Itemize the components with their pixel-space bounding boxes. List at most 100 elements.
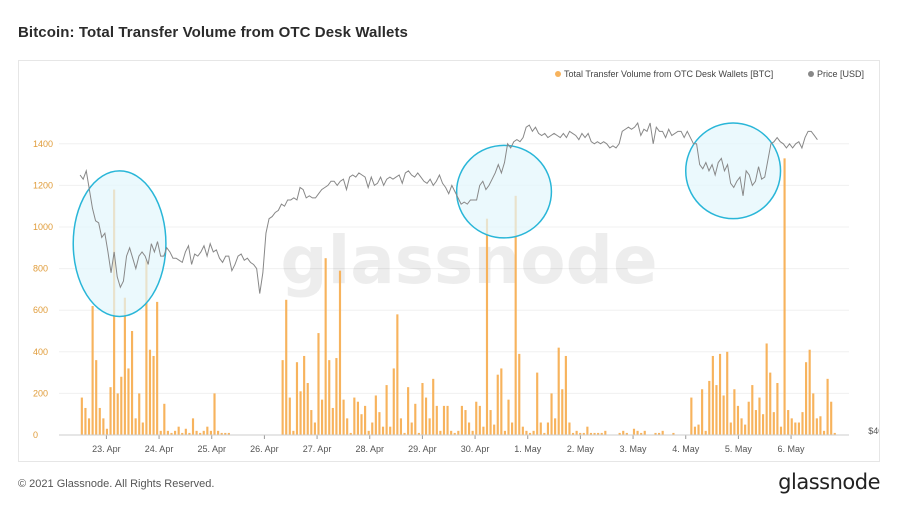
volume-bar: [191, 418, 195, 435]
volume-bar: [690, 397, 693, 435]
copyright-text: © 2021 Glassnode. All Rights Reserved.: [18, 478, 215, 490]
y-tick-label: 800: [33, 264, 48, 274]
volume-bar: [819, 416, 822, 435]
x-tick-label: 29. Apr: [408, 444, 437, 454]
volume-bar: [464, 410, 467, 435]
volume-bar: [808, 349, 811, 435]
volume-bar: [568, 422, 571, 435]
volume-bar: [321, 399, 324, 435]
volume-bar: [701, 389, 704, 435]
volume-bar: [331, 407, 334, 435]
volume-bar: [543, 432, 546, 435]
volume-bar: [475, 401, 478, 435]
volume-bar: [435, 405, 438, 435]
volume-bar: [805, 362, 808, 435]
volume-bar: [364, 405, 367, 435]
y-tick-label: 1000: [33, 222, 53, 232]
chart-title: Bitcoin: Total Transfer Volume from OTC …: [18, 24, 408, 41]
volume-bar: [202, 430, 205, 435]
volume-bar: [787, 410, 790, 435]
x-tick-label: 28. Apr: [355, 444, 384, 454]
y-tick-label: 600: [33, 305, 48, 315]
y-tick-label: 200: [33, 388, 48, 398]
volume-bar: [754, 410, 757, 435]
volume-bar: [127, 368, 130, 435]
volume-bar: [579, 432, 582, 435]
volume-bar: [643, 430, 646, 435]
volume-bar: [532, 430, 535, 435]
volume-bar: [833, 432, 836, 435]
volume-bar: [396, 314, 399, 435]
volume-bar: [726, 351, 729, 435]
volume-bar: [776, 383, 779, 435]
volume-bar: [622, 430, 625, 435]
volume-bar: [801, 412, 804, 435]
volume-bar: [518, 353, 521, 435]
volume-bar: [525, 430, 528, 435]
volume-bar: [299, 391, 302, 435]
volume-bar: [374, 395, 377, 435]
y-tick-label: 1200: [33, 180, 53, 190]
volume-bar: [442, 405, 446, 435]
x-axis: 23. Apr 24. Apr 25. Apr 26. Apr 27. Apr 28. A…: [59, 434, 849, 454]
volume-bar: [303, 355, 306, 435]
volume-bar: [428, 418, 431, 435]
volume-bar: [145, 260, 148, 435]
volume-bar: [822, 430, 826, 435]
volume-bar: [134, 418, 137, 435]
volume-bar: [733, 389, 736, 435]
volume-bar: [582, 432, 585, 435]
volume-bar: [105, 428, 109, 435]
volume-bar: [736, 405, 740, 435]
y-axis-left: 0 200 400 600 800 1000 1200 1400: [33, 139, 53, 440]
volume-bar: [421, 383, 424, 435]
volume-bar: [751, 385, 754, 435]
volume-bar: [439, 430, 442, 435]
volume-bar: [747, 401, 750, 435]
x-tick-label: 27. Apr: [303, 444, 332, 454]
volume-bar: [797, 422, 800, 435]
volume-bar: [546, 422, 550, 435]
volume-bar: [378, 412, 381, 435]
volume-bar: [310, 410, 313, 435]
volume-bar: [772, 412, 775, 435]
x-tick-label: 24. Apr: [145, 444, 174, 454]
volume-bar: [815, 418, 818, 435]
volume-bar: [288, 397, 291, 435]
volume-bar: [95, 360, 98, 435]
volume-bar: [457, 430, 460, 435]
volume-bar: [148, 349, 152, 435]
volume-bar: [450, 430, 453, 435]
volume-bar: [564, 355, 567, 435]
volume-bar: [159, 430, 162, 435]
volume-bar: [381, 426, 385, 435]
chart-frame: glassnode 0 200 400 600 800 1000 1200 1400 23. …: [18, 60, 880, 462]
volume-bar: [503, 430, 506, 435]
volume-bar: [281, 360, 284, 435]
volume-bar: [489, 410, 492, 435]
volume-bar: [715, 385, 718, 435]
price-line: [79, 121, 818, 294]
volume-bar: [471, 430, 474, 435]
volume-bar: [206, 426, 209, 435]
volume-bar: [672, 432, 675, 435]
volume-bar: [711, 355, 714, 435]
y-tick-label: 1400: [33, 139, 53, 149]
x-tick-label: 4. May: [672, 444, 700, 454]
volume-bar: [514, 195, 517, 435]
volume-bar: [410, 422, 413, 435]
legend-price-label: Price [USD]: [817, 69, 864, 79]
volume-bar: [356, 401, 359, 435]
volume-bar: [604, 430, 607, 435]
volume-bar: [640, 432, 643, 435]
x-tick-label: 5. May: [725, 444, 753, 454]
volume-bar: [600, 432, 603, 435]
volume-bar: [414, 403, 417, 435]
volume-bar: [224, 432, 227, 435]
volume-bar: [91, 306, 94, 435]
volume-bar: [536, 372, 539, 435]
volume-bar: [102, 418, 105, 435]
x-tick-label: 1. May: [514, 444, 542, 454]
legend: Total Transfer Volume from OTC Desk Wall…: [555, 69, 864, 79]
volume-bar: [744, 424, 747, 435]
